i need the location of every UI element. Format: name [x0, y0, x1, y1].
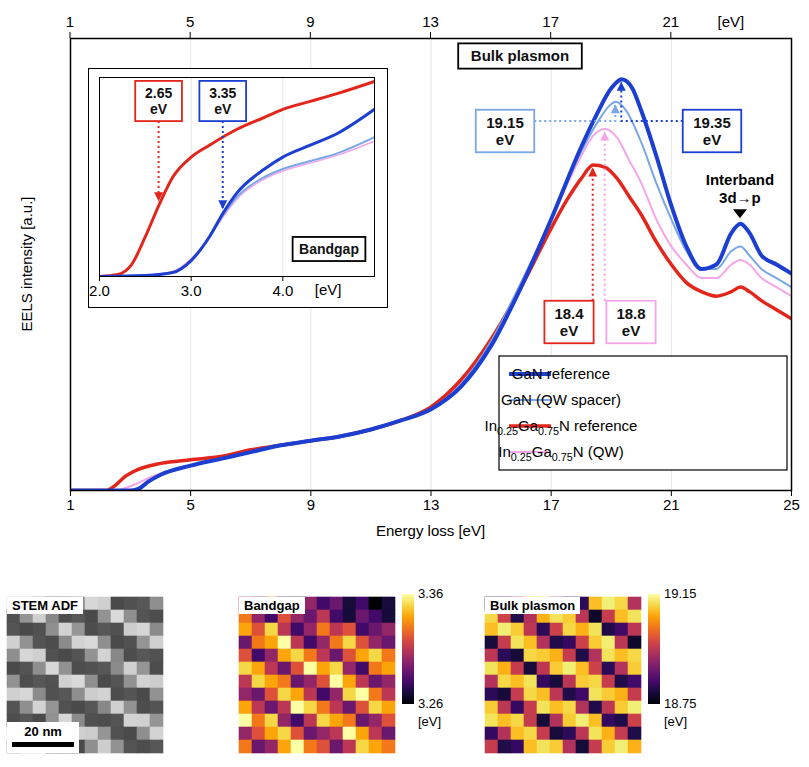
svg-text:13: 13	[423, 496, 440, 513]
svg-text:In0.25Ga0.75N (QW): In0.25Ga0.75N (QW)	[498, 443, 623, 463]
svg-text:In0.25Ga0.75N reference: In0.25Ga0.75N reference	[485, 417, 638, 437]
svg-text:9: 9	[306, 13, 314, 30]
svg-text:GaN reference: GaN reference	[512, 365, 610, 382]
html-text:Bulk plasmon: Bulk plasmon	[490, 598, 576, 613]
svg-text:eV: eV	[496, 131, 514, 148]
svg-text:2.65: 2.65	[145, 85, 172, 101]
html-text:Bandgap: Bandgap	[244, 598, 300, 613]
svg-text:13: 13	[422, 13, 439, 30]
svg-text:Bandgap: Bandgap	[299, 241, 359, 257]
svg-text:Energy loss [eV]: Energy loss [eV]	[376, 522, 485, 539]
svg-text:21: 21	[663, 496, 680, 513]
html-text:18.75: 18.75	[664, 696, 697, 711]
svg-text:2.0: 2.0	[89, 282, 110, 299]
html-text:20 nm: 20 nm	[24, 724, 62, 739]
svg-text:18.4: 18.4	[554, 305, 584, 322]
svg-text:3.35: 3.35	[209, 85, 236, 101]
svg-text:17: 17	[543, 496, 560, 513]
html-text:STEM ADF: STEM ADF	[12, 598, 78, 613]
svg-text:[eV]: [eV]	[718, 13, 745, 30]
svg-text:1: 1	[66, 13, 74, 30]
svg-text:3d→p: 3d→p	[719, 189, 761, 206]
svg-text:9: 9	[307, 496, 315, 513]
svg-text:4.0: 4.0	[272, 282, 293, 299]
svg-text:1: 1	[66, 496, 74, 513]
svg-text:Bulk plasmon: Bulk plasmon	[471, 47, 569, 64]
svg-text:eV: eV	[560, 322, 578, 339]
html-text:19.15: 19.15	[664, 586, 697, 601]
svg-text:GaN (QW spacer): GaN (QW spacer)	[501, 391, 621, 408]
svg-text:Interband: Interband	[706, 171, 774, 188]
html-text:3.26: 3.26	[418, 696, 444, 711]
svg-text:19.15: 19.15	[486, 114, 524, 131]
html-text:[eV]: [eV]	[418, 714, 442, 729]
svg-text:5: 5	[186, 496, 194, 513]
svg-text:eV: eV	[214, 101, 232, 117]
html-text:3.36: 3.36	[418, 586, 444, 601]
html-text:[eV]: [eV]	[664, 714, 688, 729]
svg-text:[eV]: [eV]	[315, 281, 342, 298]
svg-text:eV: eV	[150, 101, 168, 117]
svg-text:3.0: 3.0	[181, 282, 202, 299]
svg-text:eV: eV	[622, 322, 640, 339]
svg-text:17: 17	[542, 13, 559, 30]
svg-text:eV: eV	[703, 131, 721, 148]
svg-text:18.8: 18.8	[616, 305, 645, 322]
svg-text:25: 25	[783, 496, 800, 513]
svg-text:EELS intensity [a.u.]: EELS intensity [a.u.]	[18, 196, 35, 331]
svg-text:21: 21	[662, 13, 679, 30]
svg-text:19.35: 19.35	[693, 114, 731, 131]
svg-text:5: 5	[186, 13, 194, 30]
